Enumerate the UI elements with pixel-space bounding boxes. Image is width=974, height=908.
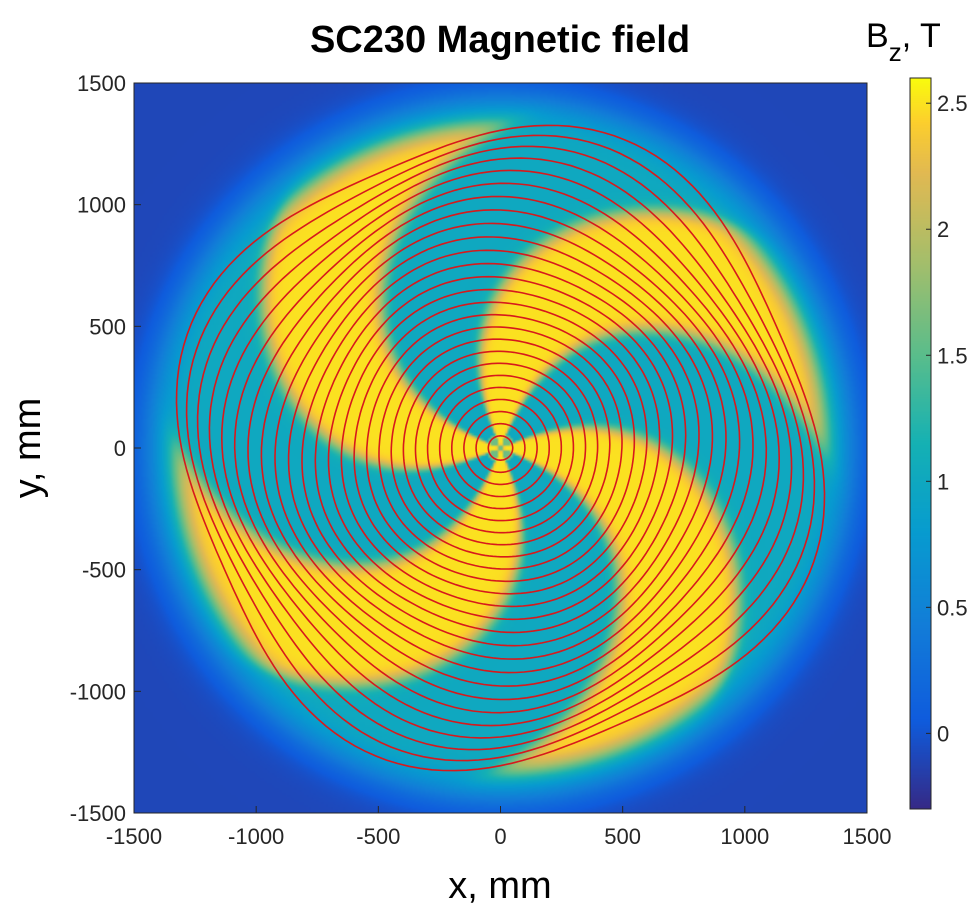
colorbar-tick-label: 0.5 — [937, 595, 968, 620]
y-tick-label: -1500 — [70, 801, 126, 826]
colorbar-title: Bz, T — [866, 17, 941, 67]
colorbar-title-main: B — [866, 17, 889, 55]
orbit-line — [487, 434, 514, 462]
orbit-line — [301, 249, 700, 647]
colorbar-ticks: 2.5 2 1.5 1 0.5 0 — [926, 91, 968, 746]
y-axis-label: y, mm — [7, 398, 49, 499]
y-tick-label: 0 — [114, 436, 126, 461]
y-tick-label: -500 — [82, 558, 126, 583]
colorbar-gradient — [910, 78, 931, 809]
y-tick-label: 500 — [89, 314, 126, 339]
orbit-lines — [175, 124, 826, 772]
x-tick-label: -1500 — [106, 824, 162, 849]
colorbar-tick-label: 1.5 — [937, 343, 968, 368]
x-tick-label: -500 — [356, 824, 400, 849]
chart-title: SC230 Magnetic field — [310, 19, 690, 61]
x-tick-label: 1500 — [843, 824, 892, 849]
x-tick-label: 1000 — [720, 824, 769, 849]
orbit-line — [426, 374, 575, 522]
plot-area — [133, 82, 868, 814]
orbit-line — [390, 338, 611, 558]
y-tick-label: -1000 — [70, 679, 126, 704]
orbit-line — [196, 145, 805, 751]
orbit-line — [378, 326, 623, 570]
x-axis-label: x, mm — [448, 865, 551, 907]
orbit-line — [450, 398, 551, 498]
orbit-line — [438, 386, 563, 510]
orbit-line — [233, 182, 768, 714]
x-tick-label: 500 — [604, 824, 641, 849]
x-tick-label: 0 — [494, 824, 506, 849]
y-tick-label: 1500 — [77, 71, 126, 96]
orbit-line — [274, 222, 727, 674]
orbit-line — [340, 288, 661, 608]
orbit-line — [414, 362, 587, 534]
orbit-line — [314, 262, 687, 634]
orbit-line — [402, 350, 599, 546]
orbit-line — [365, 313, 636, 583]
colorbar-tick-label: 2.5 — [937, 91, 968, 116]
orbit-line — [353, 301, 648, 595]
orbit-line — [475, 422, 526, 474]
orbit-line — [287, 236, 714, 660]
colorbar-tick-label: 2 — [937, 217, 949, 242]
field-heatmap — [134, 83, 867, 813]
orbit-line — [220, 169, 781, 727]
colorbar-tick-label: 0 — [937, 721, 949, 746]
orbit-line — [185, 134, 816, 762]
colorbar-title-sub: z — [889, 37, 902, 67]
colorbar-title-rest: , T — [902, 17, 941, 55]
y-axis: 1500 1000 500 0 -500 -1000 -1500 — [70, 71, 141, 826]
orbit-line — [260, 209, 741, 687]
colorbar-frame — [909, 77, 932, 810]
y-tick-label: 1000 — [77, 193, 126, 218]
orbit-line — [175, 124, 826, 772]
x-axis: -1500 -1000 -500 0 500 1000 1500 — [106, 806, 892, 849]
orbit-line — [247, 195, 754, 701]
colorbar: 2.5 2 1.5 1 0.5 0 Bz, T — [866, 17, 968, 810]
orbit-line — [463, 410, 538, 486]
orbit-line — [208, 157, 793, 739]
colorbar-tick-label: 1 — [937, 469, 949, 494]
orbit-line — [327, 275, 674, 621]
x-tick-label: -1000 — [228, 824, 284, 849]
